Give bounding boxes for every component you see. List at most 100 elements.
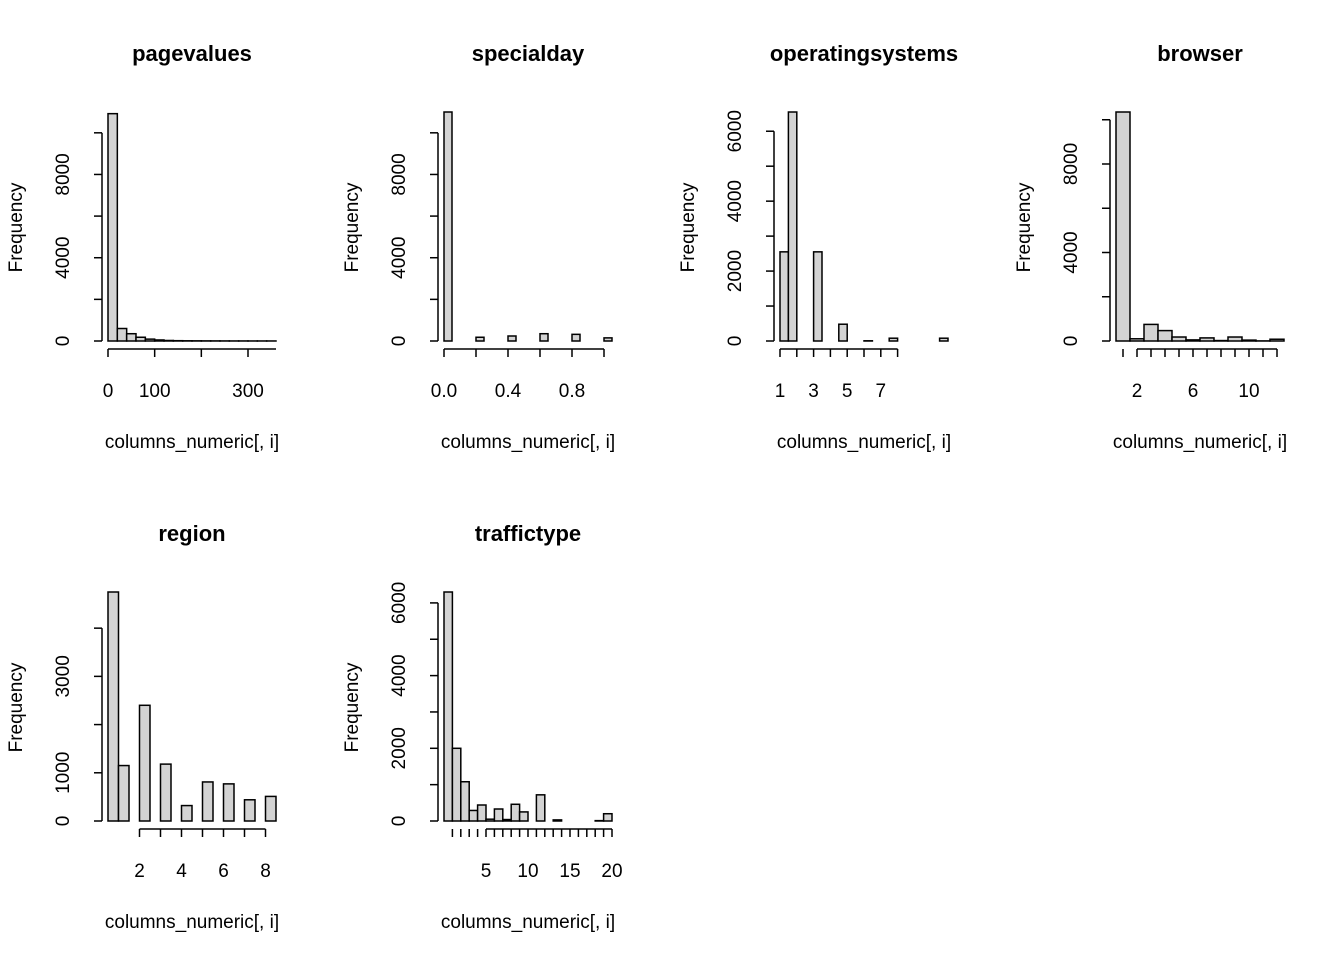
histogram-bar [163,339,175,342]
histogram-bar [779,251,790,342]
y-axis-label: Frequency [6,182,27,272]
x-tick-label: 2 [1132,381,1143,402]
x-axis-label: columns_numeric[, i] [441,912,615,933]
histogram-bar [1129,338,1145,342]
histogram-bar [1199,337,1215,342]
histogram-bar [451,747,462,822]
histogram-bar [125,332,137,342]
histogram-bar [539,332,549,342]
histogram-bar [1227,336,1243,342]
histogram-bar [510,803,521,822]
y-tick-label: 4000 [389,654,410,696]
x-axis-label: columns_numeric[, i] [777,432,951,453]
histogram-bar [493,808,504,822]
y-tick-label: 4000 [725,180,746,222]
x-tick-label: 100 [139,381,171,402]
histogram-bar [107,112,119,342]
histogram-bar [201,781,214,822]
histogram-bar [1143,323,1159,342]
y-tick-label: 8000 [53,153,74,195]
histogram-bar [222,783,235,822]
x-tick-label: 0.4 [495,381,522,402]
histogram-bar [787,111,798,342]
y-tick-label: 0 [389,816,410,827]
y-tick-label: 0 [725,336,746,347]
x-tick-label: 0.0 [431,381,457,402]
histogram-bar [460,780,470,822]
x-tick-label: 3 [808,381,819,402]
histogram-bar [1241,339,1257,342]
histogram-bar [812,251,823,342]
y-tick-label: 1000 [53,752,74,794]
x-tick-label: 8 [260,861,271,882]
histogram-bar [475,336,485,342]
x-tick-label: 10 [1238,381,1259,402]
x-axis-label: columns_numeric[, i] [441,432,615,453]
x-tick-label: 2 [134,861,145,882]
x-tick-label: 4 [176,861,187,882]
x-axis-label: columns_numeric[, i] [105,432,279,453]
y-axis-label: Frequency [6,662,27,752]
x-axis-label: columns_numeric[, i] [1113,432,1287,453]
x-tick-label: 5 [842,381,853,402]
histogram-bar [135,336,147,342]
y-tick-label: 0 [53,816,74,827]
x-tick-label: 6 [1188,381,1199,402]
x-tick-label: 300 [232,381,264,402]
histogram-bar [602,812,613,822]
histogram-bar [1171,336,1187,342]
y-tick-label: 4000 [389,237,410,279]
y-tick-label: 6000 [389,582,410,624]
histogram-bar [476,804,487,822]
histogram-bar [507,335,517,342]
panel-title: operatingsystems [770,41,958,66]
histogram-bar [1269,338,1285,342]
y-axis-label: Frequency [342,662,363,752]
histogram-bar [144,338,156,342]
histogram-bar [552,819,563,822]
histogram-bar [107,591,120,822]
histogram-bar [264,795,277,822]
histogram-bar [485,818,496,822]
panel-title: pagevalues [132,41,252,66]
y-tick-label: 0 [389,336,410,347]
histogram-bar [535,794,546,822]
x-tick-label: 5 [481,861,492,882]
histogram-bar [159,763,172,822]
y-axis-label: Frequency [342,182,363,272]
histogram-bar [153,339,165,342]
y-tick-label: 4000 [1061,231,1082,273]
histogram-bar [1115,111,1131,342]
panel-title: traffictype [475,521,581,546]
x-tick-label: 15 [559,861,580,882]
y-tick-label: 3000 [53,655,74,697]
y-tick-label: 8000 [1061,143,1082,185]
histogram-bar [468,809,479,822]
histogram-bar [443,591,454,822]
histogram-bar [888,337,899,342]
panel-title: specialday [472,41,585,66]
histogram-bar [1157,329,1173,342]
histogram-bar [938,337,949,342]
y-tick-label: 8000 [389,153,410,195]
histogram-bar [838,323,848,342]
histogram-bar [180,804,193,822]
y-axis-label: Frequency [1014,182,1035,272]
x-tick-label: 1 [775,381,786,402]
y-tick-label: 2000 [389,727,410,769]
y-tick-label: 0 [53,336,74,347]
histogram-bar [117,764,130,822]
x-tick-label: 0.8 [559,381,585,402]
x-axis-label: columns_numeric[, i] [105,912,279,933]
histogram-bar [116,327,128,342]
x-tick-label: 6 [218,861,229,882]
x-tick-label: 7 [876,381,887,402]
x-tick-label: 10 [517,861,538,882]
y-tick-label: 4000 [53,237,74,279]
y-tick-label: 6000 [725,110,746,152]
histogram-bar [603,337,613,342]
panel-title: browser [1157,41,1243,66]
histogram-bar [502,818,512,822]
histogram-bar [518,811,529,822]
